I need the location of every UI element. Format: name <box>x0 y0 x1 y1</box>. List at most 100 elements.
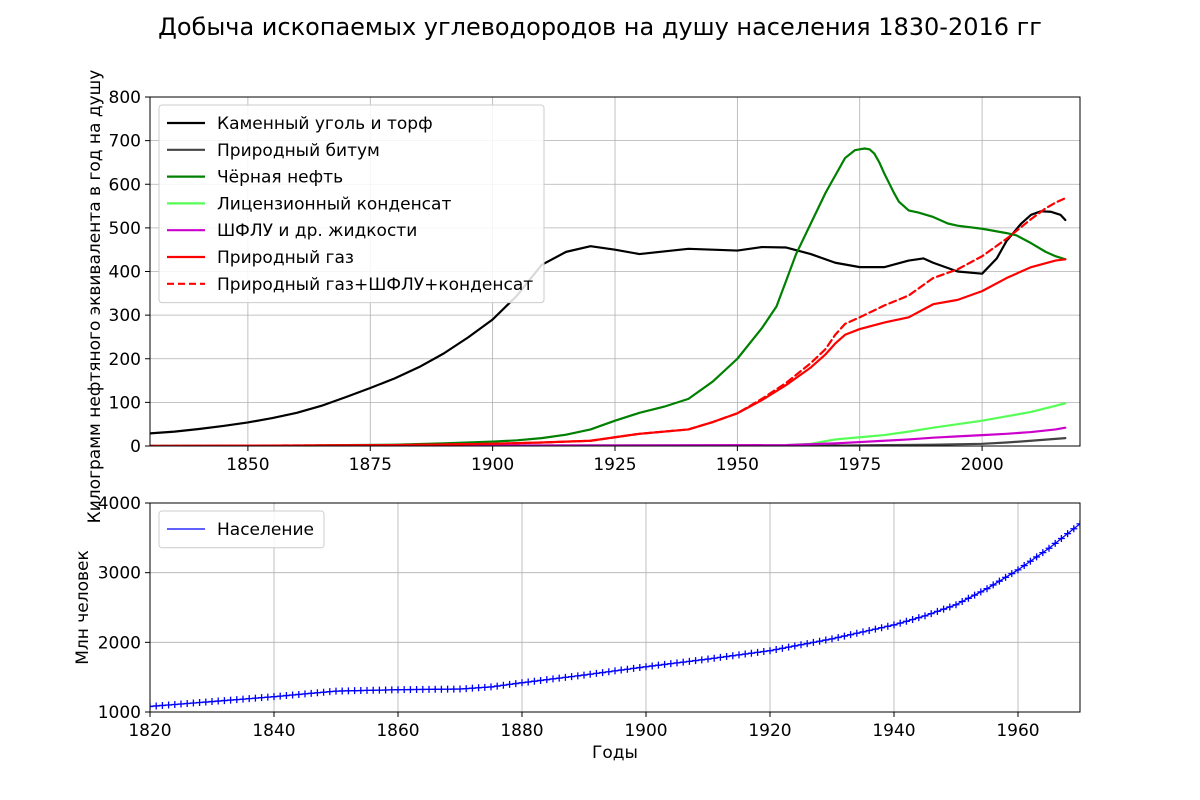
axes-frame <box>149 502 1081 713</box>
series-marker <box>1051 539 1059 547</box>
legend-label: Лицензионный конденсат <box>217 194 451 214</box>
series-marker <box>313 689 321 697</box>
series-marker <box>995 577 1003 585</box>
series-marker <box>413 685 421 693</box>
series-marker <box>797 641 805 649</box>
series-marker <box>952 601 960 609</box>
series-marker <box>481 683 489 691</box>
chart-top-production: 1850 1875 1900 1925 1950 1975 2000 0 100 200 300 40… <box>85 70 1081 523</box>
series-marker <box>289 691 297 699</box>
series-marker <box>847 631 855 639</box>
series-marker <box>896 619 904 627</box>
series-marker <box>1045 544 1053 552</box>
series-marker <box>642 663 650 671</box>
series-marker <box>909 615 917 623</box>
series-marker <box>977 588 985 596</box>
series-marker <box>785 643 793 651</box>
series-marker <box>673 659 681 667</box>
series-marker <box>809 638 817 646</box>
series-marker <box>487 683 495 691</box>
series-marker <box>1033 553 1041 561</box>
series-marker <box>592 669 600 677</box>
series-marker <box>611 667 619 675</box>
series-marker <box>326 688 334 696</box>
series-marker <box>165 701 173 709</box>
series-marker <box>1026 557 1034 565</box>
series-marker <box>264 693 272 701</box>
series-marker <box>258 694 266 702</box>
series-marker <box>989 581 997 589</box>
series-marker <box>158 701 166 709</box>
series-marker <box>865 626 873 634</box>
series-marker <box>276 692 284 700</box>
series-marker <box>623 665 631 673</box>
series-marker <box>530 677 538 685</box>
series-marker <box>1076 520 1080 528</box>
series-marker <box>1014 566 1022 574</box>
series-marker <box>679 658 687 666</box>
series-line <box>150 197 1067 446</box>
series-marker <box>227 696 235 704</box>
series-marker <box>648 662 656 670</box>
series-marker <box>822 636 830 644</box>
series-marker <box>493 682 501 690</box>
series-marker <box>549 675 557 683</box>
series-marker <box>518 679 526 687</box>
series-marker <box>723 653 731 661</box>
y-tick-label: 100 <box>109 393 141 413</box>
series-marker <box>245 695 253 703</box>
series-marker <box>357 687 365 695</box>
y-tick-label: 1000 <box>98 703 141 723</box>
series-marker <box>183 700 191 708</box>
series-marker <box>512 680 520 688</box>
series-marker <box>729 652 737 660</box>
legend: Каменный уголь и торф Природный битум Чёрн… <box>158 104 545 304</box>
series-line <box>150 426 1067 446</box>
x-tick-label: 1875 <box>349 455 392 475</box>
series-marker <box>915 614 923 622</box>
series-marker <box>964 594 972 602</box>
series-marker <box>369 686 377 694</box>
series-marker <box>698 656 706 664</box>
series-marker <box>599 669 607 677</box>
y-tick-label: 300 <box>109 306 141 326</box>
legend-label: Население <box>217 520 314 540</box>
x-tick-label: 1860 <box>376 721 419 741</box>
series-marker <box>456 685 464 693</box>
series-marker <box>921 612 929 620</box>
series-group <box>150 520 1080 710</box>
series-marker <box>561 673 569 681</box>
series-marker <box>692 657 700 665</box>
x-axis-label: Годы <box>592 743 638 763</box>
x-tick-label: 1840 <box>252 721 295 741</box>
series-marker <box>338 687 346 695</box>
series-marker <box>388 686 396 694</box>
series-marker <box>747 649 755 657</box>
series-marker <box>171 700 179 708</box>
legend-label: ШФЛУ и др. жидкости <box>217 221 417 241</box>
series-marker <box>791 642 799 650</box>
x-tick-label: 2000 <box>960 455 1003 475</box>
x-tick-label: 1900 <box>471 455 514 475</box>
series-marker <box>220 697 228 705</box>
series-marker <box>574 672 582 680</box>
series-marker <box>1064 530 1072 538</box>
series-marker <box>586 670 594 678</box>
series-marker <box>828 635 836 643</box>
x-tick-label: 1950 <box>716 455 759 475</box>
series-marker <box>617 666 625 674</box>
series-marker <box>406 686 414 694</box>
series-marker <box>741 650 749 658</box>
series-marker <box>400 686 408 694</box>
series-marker <box>1057 535 1065 543</box>
legend: Население <box>158 510 325 549</box>
series-marker <box>1039 549 1047 557</box>
series-marker <box>344 687 352 695</box>
series-marker <box>636 664 644 672</box>
series-marker <box>1070 525 1078 533</box>
series-marker <box>450 685 458 693</box>
series-marker <box>933 607 941 615</box>
y-tick-label: 600 <box>109 175 141 195</box>
series-marker <box>605 668 613 676</box>
